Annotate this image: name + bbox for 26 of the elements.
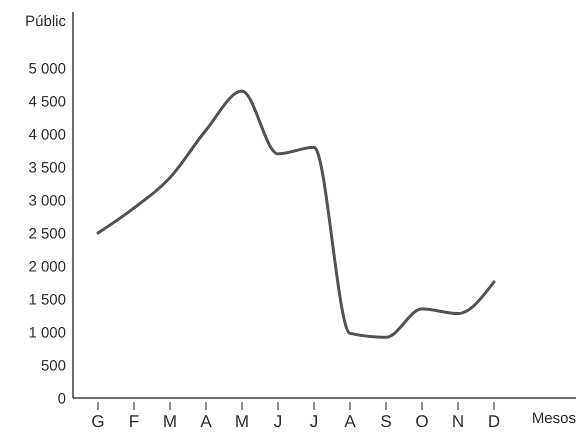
x-tick-label: D: [488, 412, 500, 431]
x-tick-label: N: [452, 412, 464, 431]
x-tick-label: M: [162, 412, 178, 431]
x-tick-label: F: [128, 412, 140, 431]
x-tick-label: J: [310, 412, 318, 431]
x-tick-label: O: [415, 412, 429, 431]
y-tick-label: 500: [40, 357, 66, 374]
x-tick-label: A: [344, 412, 356, 431]
line-series: [96, 90, 496, 339]
y-tick-label: 0: [58, 390, 66, 408]
x-axis-title: Mesos: [532, 410, 576, 427]
y-tick-label: 1 500: [28, 291, 66, 308]
y-tick-label: 1 000: [28, 324, 66, 342]
y-axis-title: Públic: [25, 13, 66, 30]
y-tick-label: 3 000: [28, 192, 66, 210]
x-tick-label: M: [234, 412, 250, 431]
y-tick-label: 2 000: [28, 258, 66, 276]
y-tick-label: 4 500: [28, 93, 66, 110]
x-tick-label: G: [91, 412, 105, 431]
x-tick-label: S: [380, 412, 392, 431]
y-tick-label: 3 500: [28, 159, 66, 176]
y-tick-label: 4 000: [28, 126, 66, 144]
y-tick-label: 2 500: [28, 225, 66, 242]
x-tick-label: A: [200, 412, 212, 431]
x-tick-label: J: [274, 412, 282, 431]
y-tick-label: 5 000: [28, 60, 66, 78]
